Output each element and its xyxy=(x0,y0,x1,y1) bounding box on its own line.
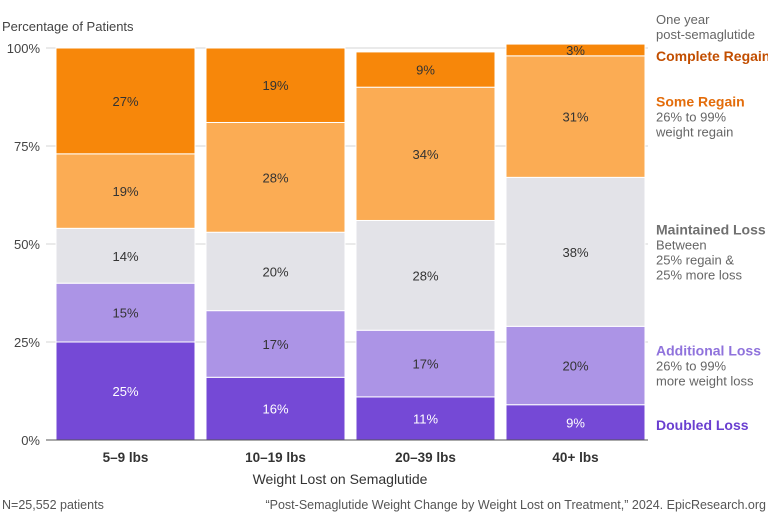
data-label: 16% xyxy=(262,402,288,417)
data-label: 25% xyxy=(112,384,138,399)
bar-segment xyxy=(55,282,196,343)
data-label: 9% xyxy=(416,63,435,78)
data-label: 14% xyxy=(112,249,138,264)
data-label: 11% xyxy=(413,411,438,426)
bar-segment xyxy=(205,231,346,312)
bar-segment xyxy=(355,51,496,88)
legend-description: weight regain xyxy=(655,125,733,140)
footer-sample-size: N=25,552 patients xyxy=(2,498,104,512)
y-tick-label: 75% xyxy=(14,139,40,154)
legend-entry: Doubled Loss xyxy=(656,417,749,433)
bar-segment xyxy=(505,325,646,406)
bar-segment xyxy=(505,43,646,57)
legend-entry: Some Regain xyxy=(656,94,745,110)
bar-segment xyxy=(505,55,646,178)
legend-entry: Additional Loss xyxy=(656,343,761,359)
bar-segment xyxy=(355,219,496,331)
data-label: 15% xyxy=(112,306,138,321)
legend-description: 26% to 99% xyxy=(656,110,727,125)
data-label: 3% xyxy=(566,43,585,58)
data-label: 31% xyxy=(562,110,588,125)
bar-segment xyxy=(205,121,346,233)
legend-header: One year xyxy=(656,12,710,27)
bar-segment xyxy=(355,396,496,441)
y-tick-label: 100% xyxy=(7,41,41,56)
bar-segment xyxy=(355,329,496,398)
data-label: 20% xyxy=(262,264,288,279)
bar-segment xyxy=(505,404,646,441)
data-label: 19% xyxy=(112,184,138,199)
data-label: 17% xyxy=(412,357,438,372)
data-label: 34% xyxy=(412,147,438,162)
bar-segment xyxy=(55,47,196,155)
data-label: 17% xyxy=(262,337,288,352)
legend-entry: Complete Regain xyxy=(656,48,768,64)
x-tick-label: 5–9 lbs xyxy=(103,450,149,465)
data-label: 27% xyxy=(112,94,138,109)
x-axis-title: Weight Lost on Semaglutide xyxy=(253,471,428,487)
legend-description: more weight loss xyxy=(656,374,754,389)
footer-source: “Post-Semaglutide Weight Change by Weigh… xyxy=(265,498,766,512)
bar-segment xyxy=(205,47,346,123)
bar-segment xyxy=(205,310,346,378)
x-tick-label: 20–39 lbs xyxy=(395,450,456,465)
y-tick-label: 50% xyxy=(14,237,40,252)
bar-segment xyxy=(505,176,646,327)
data-label: 38% xyxy=(562,245,588,260)
data-label: 20% xyxy=(562,359,588,374)
bar-segment xyxy=(355,86,496,221)
legend-header: post-semaglutide xyxy=(656,27,755,42)
bars: 25% 15% 14% 19% 27% 16% 17% 20% 28% 19% 11% 17% 28% 3… xyxy=(55,43,646,441)
legend-description: 26% to 99% xyxy=(656,359,727,374)
data-label: 28% xyxy=(412,268,438,283)
y-tick-label: 0% xyxy=(21,433,40,448)
data-label: 28% xyxy=(262,170,288,185)
legend-description: Between xyxy=(656,237,707,252)
y-tick-label: 25% xyxy=(14,335,40,350)
bar-segment xyxy=(55,341,196,441)
data-label: 9% xyxy=(566,415,585,430)
x-tick-label: 10–19 lbs xyxy=(245,450,306,465)
legend-description: 25% more loss xyxy=(656,267,742,282)
axes: 0% 25% 50% 75% 100% 5–9 lbs 10–19 lbs 20–39 lbs… xyxy=(7,41,648,465)
legend-description: 25% regain & xyxy=(656,252,734,267)
y-axis-title: Percentage of Patients xyxy=(2,19,134,34)
data-label: 19% xyxy=(262,78,288,93)
legend-entry: Maintained Loss xyxy=(656,221,766,237)
x-tick-label: 40+ lbs xyxy=(552,450,598,465)
